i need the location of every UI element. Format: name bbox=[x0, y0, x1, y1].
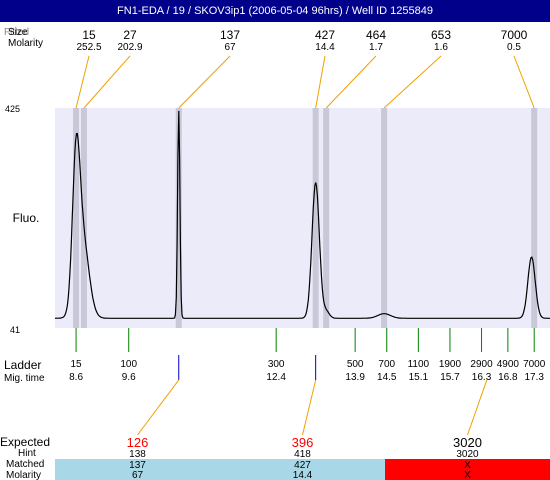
expected-molarity-label: Molarity bbox=[6, 470, 41, 480]
expected-value: 3020 bbox=[453, 435, 482, 450]
fitted-size-label: 27 bbox=[123, 28, 137, 42]
ladder-mig-time-label: 16.8 bbox=[498, 372, 518, 383]
fitted-leader-line bbox=[83, 55, 131, 109]
y-tick-min: 41 bbox=[10, 325, 20, 335]
fitted-leader-line bbox=[325, 55, 377, 109]
matched-molarity-value: 67 bbox=[132, 470, 144, 480]
fitted-molarity-label: 0.5 bbox=[507, 42, 521, 53]
expected-label: Expected bbox=[0, 435, 50, 449]
expected-leader-line bbox=[137, 379, 180, 436]
fitted-size-label: 427 bbox=[315, 28, 335, 42]
fitted-leader-line bbox=[315, 55, 326, 109]
matched-molarity-value: X bbox=[464, 470, 471, 480]
ladder-label: Ladder bbox=[4, 358, 41, 372]
peak-band bbox=[80, 108, 87, 328]
matched-value: X bbox=[464, 460, 471, 471]
ladder-size-label: 2900 bbox=[470, 359, 493, 370]
fitted-molarity-label: 202.9 bbox=[117, 42, 142, 53]
ladder-size-label: 1900 bbox=[439, 359, 462, 370]
ladder-mig-time-label: 13.9 bbox=[345, 372, 365, 383]
match-status-cell bbox=[55, 459, 220, 480]
fitted-size-label: 15 bbox=[82, 28, 96, 42]
peak-band bbox=[323, 108, 330, 328]
signal-trace bbox=[54, 110, 550, 319]
ladder-mig-label: Mig. time bbox=[4, 373, 45, 384]
plot-area: 425 41 Fluo. bbox=[5, 104, 550, 335]
header-label-fitted: Fitted bbox=[4, 27, 29, 38]
ladder-mig-time-label: 14.5 bbox=[377, 372, 397, 383]
expected-leader-line bbox=[467, 379, 488, 436]
fitted-size-label: 7000 bbox=[501, 28, 528, 42]
fitted-size-label: 464 bbox=[366, 28, 386, 42]
peak-band bbox=[312, 108, 319, 328]
fitted-leader-line bbox=[513, 55, 535, 109]
ladder-mig-time-label: 16.3 bbox=[472, 372, 492, 383]
y-tick-max: 425 bbox=[5, 104, 20, 114]
ladder-size-label: 500 bbox=[347, 359, 364, 370]
fitted-molarity-label: 1.7 bbox=[369, 42, 383, 53]
ladder-size-label: 700 bbox=[378, 359, 395, 370]
matched-molarity-value: 14.4 bbox=[293, 470, 313, 480]
hint-label: Hint bbox=[18, 448, 36, 459]
plot-background bbox=[55, 108, 550, 328]
expected-value: 126 bbox=[127, 435, 149, 450]
ladder-mig-time-label: 15.1 bbox=[409, 372, 429, 383]
ladder-size-label: 300 bbox=[268, 359, 285, 370]
hint-value: 418 bbox=[294, 449, 311, 460]
fitted-molarity-label: 1.6 bbox=[434, 42, 448, 53]
hint-value: 138 bbox=[129, 449, 146, 460]
expected-value: 396 bbox=[292, 435, 314, 450]
ladder-mig-time-label: 9.6 bbox=[122, 372, 136, 383]
expected-leader-line bbox=[302, 379, 317, 436]
matched-value: 427 bbox=[294, 460, 311, 471]
ladder-size-label: 4900 bbox=[497, 359, 520, 370]
peak-band bbox=[381, 108, 388, 328]
header-label-molarity: Molarity bbox=[8, 38, 43, 49]
matched-label: Matched bbox=[6, 459, 44, 470]
peak-band bbox=[531, 108, 538, 328]
fitted-molarity-label: 67 bbox=[224, 42, 236, 53]
ladder-size-label: 1100 bbox=[408, 359, 430, 370]
fitted-leader-line bbox=[178, 55, 231, 109]
ladder-mig-time-label: 8.6 bbox=[69, 372, 83, 383]
fitted-leader-line bbox=[75, 55, 90, 109]
ladder-mig-time-label: 12.4 bbox=[266, 372, 286, 383]
fitted-size-label: 137 bbox=[220, 28, 240, 42]
match-status-cell bbox=[220, 459, 385, 480]
hint-value: 3020 bbox=[456, 449, 479, 460]
ladder-mig-time-label: 15.7 bbox=[440, 372, 460, 383]
fitted-leader-line bbox=[383, 55, 442, 109]
ladder-mig-time-label: 17.3 bbox=[524, 372, 544, 383]
y-axis-label: Fluo. bbox=[13, 211, 40, 225]
ladder-size-label: 15 bbox=[71, 359, 83, 370]
peak-band bbox=[73, 108, 80, 328]
matched-value: 137 bbox=[129, 460, 146, 471]
window-title: FN1-EDA / 19 / SKOV3ip1 (2006-05-04 96hr… bbox=[0, 0, 550, 22]
match-status-cell bbox=[385, 459, 550, 480]
peak-band bbox=[175, 108, 182, 328]
header-label-size: Size bbox=[8, 27, 28, 38]
fitted-molarity-label: 14.4 bbox=[315, 42, 335, 53]
fitted-molarity-label: 252.5 bbox=[76, 42, 101, 53]
fitted-size-label: 653 bbox=[431, 28, 451, 42]
ladder-size-label: 7000 bbox=[523, 359, 546, 370]
ladder-size-label: 100 bbox=[120, 359, 137, 370]
